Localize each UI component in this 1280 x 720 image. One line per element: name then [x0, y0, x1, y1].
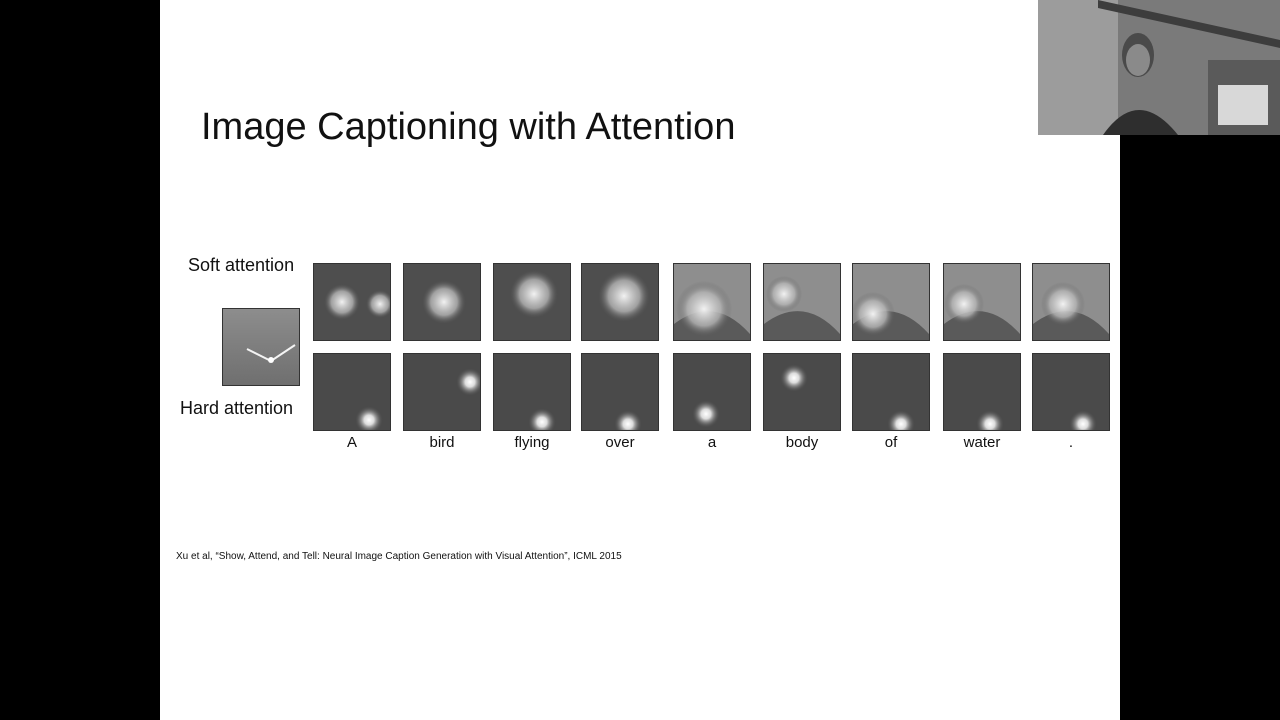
- hard-attention-map: [403, 353, 481, 431]
- soft-attention-map: [313, 263, 391, 341]
- hard-attention-map: [943, 353, 1021, 431]
- soft-attention-map: [673, 263, 751, 341]
- soft-attention-map: [493, 263, 571, 341]
- hard-attention-map: [1032, 353, 1110, 431]
- slide-title: Image Captioning with Attention: [201, 106, 736, 148]
- caption-word: flying: [514, 434, 550, 451]
- caption-word: of: [884, 434, 898, 451]
- presenter-webcam: [1038, 0, 1280, 135]
- caption-word: over: [605, 434, 635, 451]
- citation: Xu et al, “Show, Attend, and Tell: Neura…: [176, 551, 622, 562]
- hard-attention-map: [581, 353, 659, 431]
- soft-attention-map: [852, 263, 930, 341]
- hard-attention-map: [313, 353, 391, 431]
- caption-word: body: [785, 434, 819, 451]
- soft-attention-map: [763, 263, 841, 341]
- caption-word: a: [707, 434, 717, 451]
- hard-attention-map: [673, 353, 751, 431]
- slide: Image Captioning with Attention Soft att…: [160, 0, 1120, 720]
- caption-word: bird: [429, 434, 455, 451]
- source-image: [222, 308, 300, 386]
- soft-attention-map: [1032, 263, 1110, 341]
- hard-attention-map: [763, 353, 841, 431]
- hard-attention-map: [493, 353, 571, 431]
- soft-attention-map: [581, 263, 659, 341]
- hard-attention-label: Hard attention: [180, 398, 294, 418]
- hard-attention-map: [852, 353, 930, 431]
- caption-word: A: [346, 434, 357, 451]
- soft-attention-map: [403, 263, 481, 341]
- caption-word: water: [963, 434, 1001, 451]
- soft-attention-label: Soft attention: [188, 255, 295, 275]
- soft-attention-map: [943, 263, 1021, 341]
- caption-word: .: [1068, 434, 1074, 451]
